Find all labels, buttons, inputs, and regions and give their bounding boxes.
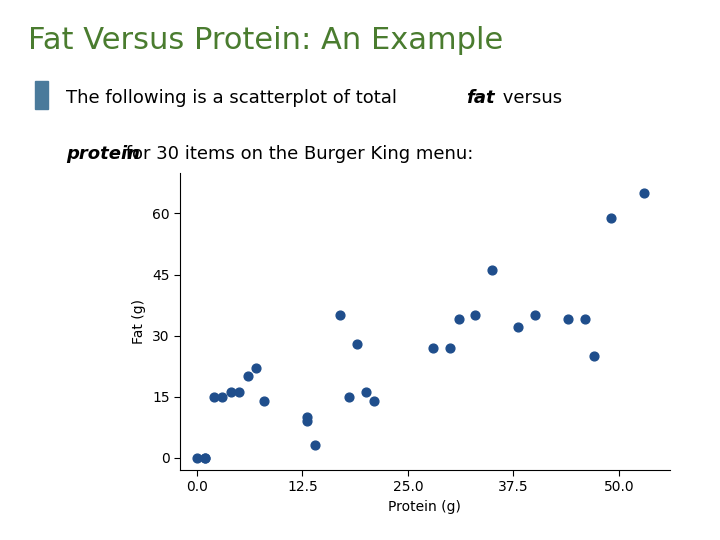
Point — [428, 343, 439, 352]
Point — [343, 392, 354, 401]
Point — [562, 315, 574, 323]
Text: PEARSON: PEARSON — [490, 512, 572, 527]
Point — [310, 441, 321, 450]
Text: fat: fat — [466, 89, 495, 107]
Text: The following is a scatterplot of total: The following is a scatterplot of total — [66, 89, 403, 107]
Point — [588, 352, 599, 360]
Point — [335, 311, 346, 320]
Text: Copyright © 2015, 2010, 2007 Pearson Education, Inc.: Copyright © 2015, 2010, 2007 Pearson Edu… — [274, 515, 541, 525]
Point — [453, 315, 464, 323]
Text: versus: versus — [497, 89, 562, 107]
Point — [199, 453, 211, 462]
Point — [512, 323, 523, 332]
Point — [225, 388, 236, 397]
Point — [301, 417, 312, 426]
Point — [217, 392, 228, 401]
Text: Fat Versus Protein: An Example: Fat Versus Protein: An Example — [28, 26, 503, 55]
Point — [208, 392, 220, 401]
Point — [233, 388, 245, 397]
Point — [258, 396, 270, 405]
Point — [639, 189, 650, 198]
Point — [351, 339, 363, 348]
Text: for 30 items on the Burger King menu:: for 30 items on the Burger King menu: — [120, 145, 474, 163]
Point — [242, 372, 253, 381]
Text: Chapter 7, Slide 2: Chapter 7, Slide 2 — [606, 515, 706, 525]
Text: ALWAYS LEARNING: ALWAYS LEARNING — [14, 515, 106, 525]
Text: protein: protein — [66, 145, 140, 163]
Point — [251, 364, 262, 373]
Point — [605, 213, 616, 222]
Point — [199, 453, 211, 462]
Point — [469, 311, 481, 320]
Bar — [35, 82, 48, 109]
Y-axis label: Fat (g): Fat (g) — [132, 299, 146, 344]
X-axis label: Protein (g): Protein (g) — [388, 500, 462, 514]
Point — [487, 266, 498, 275]
Point — [528, 311, 540, 320]
Point — [580, 315, 591, 323]
Point — [360, 388, 372, 397]
Point — [444, 343, 456, 352]
Point — [191, 453, 202, 462]
Point — [369, 396, 380, 405]
Point — [301, 413, 312, 421]
